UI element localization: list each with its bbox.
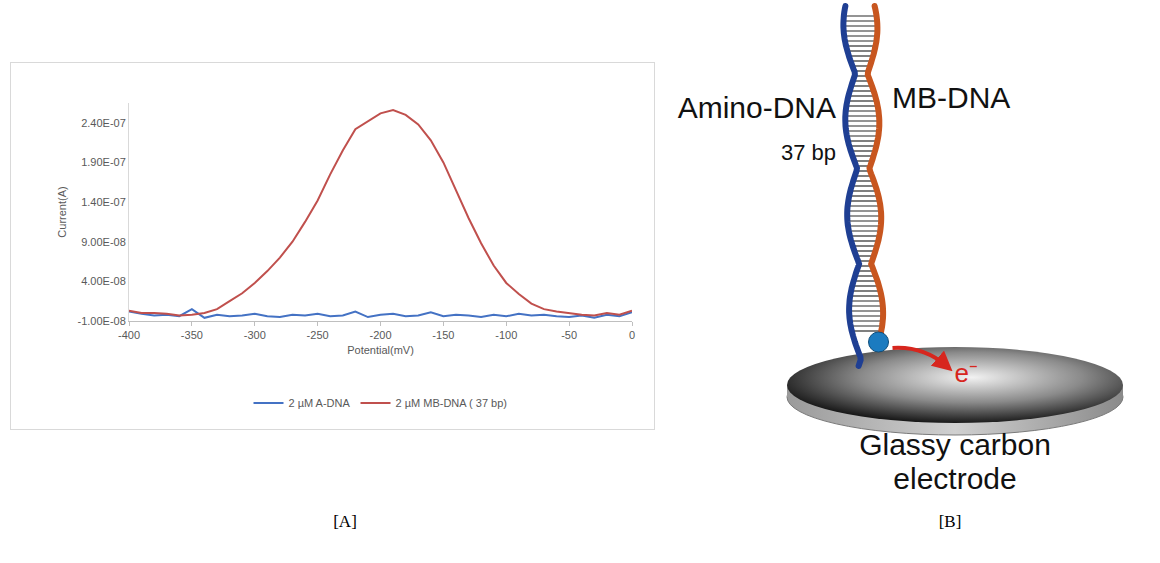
svg-text:4.00E-08: 4.00E-08 (81, 275, 126, 287)
svg-text:Glassy carbon: Glassy carbon (859, 428, 1051, 461)
svg-text:2.40E-07: 2.40E-07 (81, 117, 126, 129)
svg-text:-50: -50 (561, 329, 577, 341)
svg-text:electrode: electrode (893, 462, 1016, 495)
svg-text:37 bp: 37 bp (781, 140, 836, 165)
svg-text:1.40E-07: 1.40E-07 (81, 196, 126, 208)
svg-text:2 µM A-DNA: 2 µM A-DNA (289, 397, 351, 409)
svg-text:-200: -200 (369, 329, 391, 341)
svg-text:Potential(mV): Potential(mV) (347, 344, 414, 356)
svg-text:0: 0 (629, 329, 635, 341)
html-text:[A]: [A] (333, 512, 357, 531)
svg-text:9.00E-08: 9.00E-08 (81, 236, 126, 248)
svg-text:Amino-DNA: Amino-DNA (678, 91, 836, 124)
svg-text:-150: -150 (432, 329, 454, 341)
svg-text:2 µM MB-DNA ( 37 bp): 2 µM MB-DNA ( 37 bp) (396, 397, 507, 409)
html-text:[B]: [B] (938, 512, 962, 531)
svg-text:1.90E-07: 1.90E-07 (81, 156, 126, 168)
svg-text:-350: -350 (181, 329, 203, 341)
svg-text:e⁻: e⁻ (955, 358, 978, 388)
svg-text:-100: -100 (495, 329, 517, 341)
svg-text:-1.00E-08: -1.00E-08 (77, 315, 125, 327)
svg-text:MB-DNA: MB-DNA (892, 81, 1010, 114)
svg-text:-400: -400 (118, 329, 140, 341)
svg-text:-250: -250 (307, 329, 329, 341)
svg-text:Current(A): Current(A) (56, 186, 68, 237)
svg-text:-300: -300 (244, 329, 266, 341)
